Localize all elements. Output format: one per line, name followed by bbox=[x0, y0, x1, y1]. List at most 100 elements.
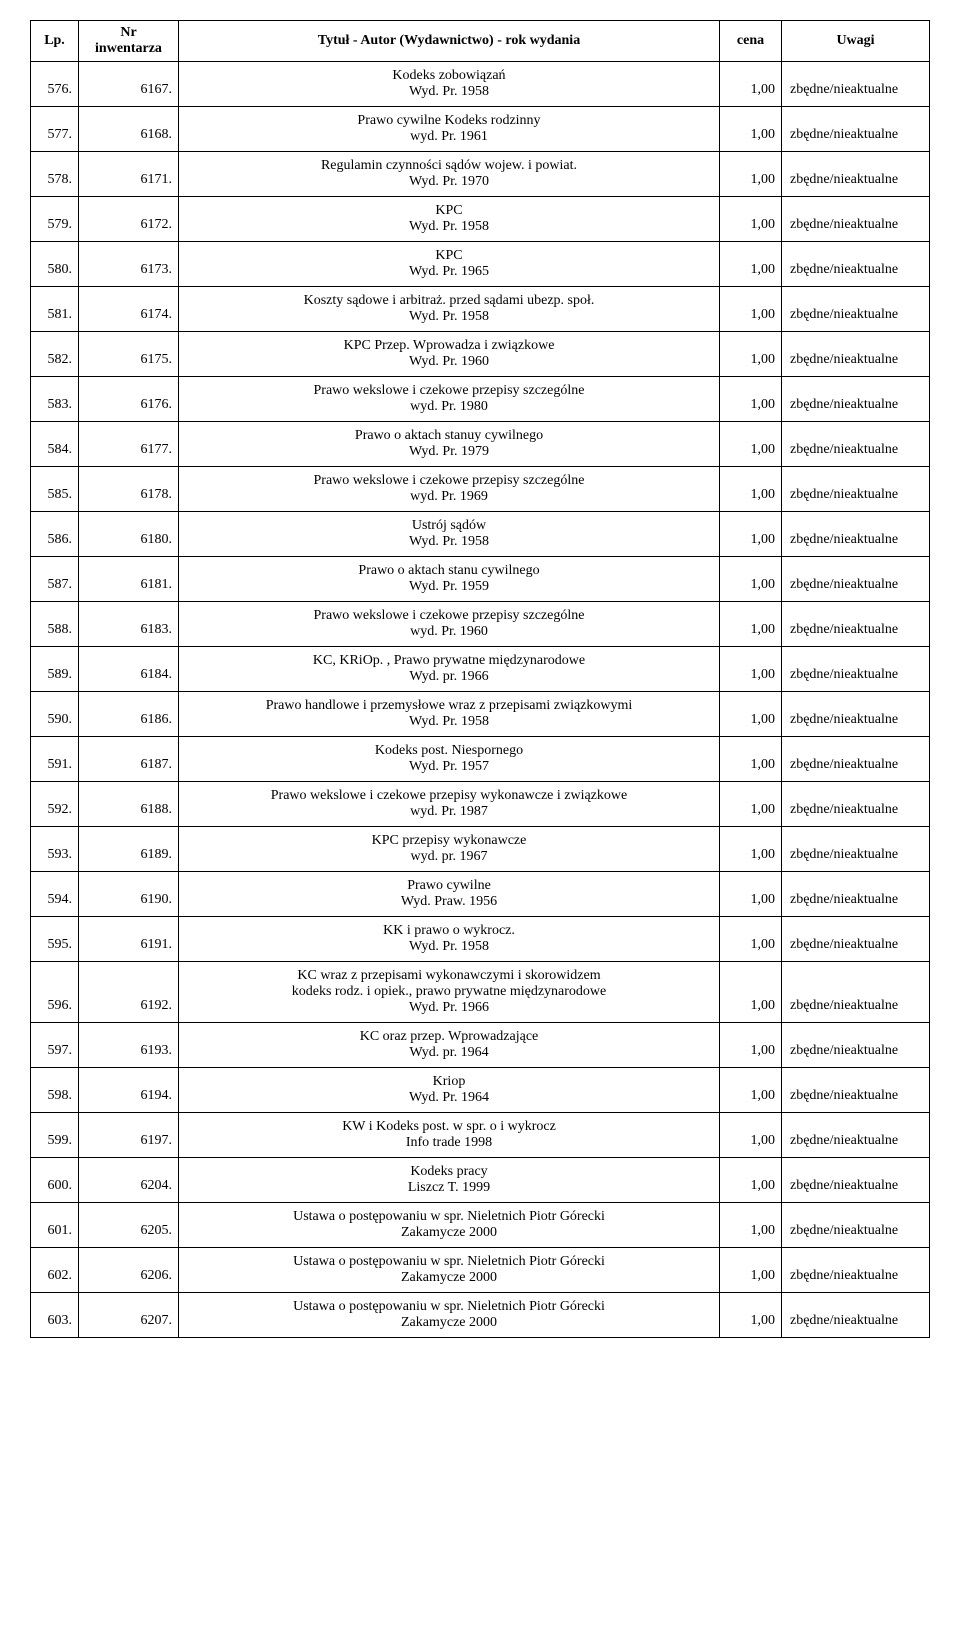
cell-uwagi: zbędne/nieaktualne bbox=[782, 1113, 930, 1158]
cell-cena: 1,00 bbox=[720, 422, 782, 467]
cell-cena: 1,00 bbox=[720, 692, 782, 737]
title-line1: KK i prawo o wykrocz. bbox=[185, 923, 713, 939]
title-line2: Wyd. pr. 1966 bbox=[185, 669, 713, 685]
title-line1: KPC bbox=[185, 203, 713, 219]
cell-title: Prawo cywilne Kodeks rodzinnywyd. Pr. 19… bbox=[179, 107, 720, 152]
cell-lp: 583. bbox=[31, 377, 79, 422]
cell-uwagi: zbędne/nieaktualne bbox=[782, 332, 930, 377]
title-line1: Kriop bbox=[185, 1074, 713, 1090]
title-line2: Wyd. Pr. 1958 bbox=[185, 84, 713, 100]
cell-cena: 1,00 bbox=[720, 1293, 782, 1338]
cell-uwagi: zbędne/nieaktualne bbox=[782, 692, 930, 737]
cell-nr: 6188. bbox=[79, 782, 179, 827]
cell-lp: 580. bbox=[31, 242, 79, 287]
cell-title: KC oraz przep. WprowadzająceWyd. pr. 196… bbox=[179, 1023, 720, 1068]
cell-cena: 1,00 bbox=[720, 962, 782, 1023]
title-line3: Wyd. Pr. 1966 bbox=[185, 1000, 713, 1016]
title-line1: Prawo o aktach stanuy cywilnego bbox=[185, 428, 713, 444]
title-line1: Prawo wekslowe i czekowe przepisy szczeg… bbox=[185, 608, 713, 624]
table-row: 590.6186.Prawo handlowe i przemysłowe wr… bbox=[31, 692, 930, 737]
title-line1: Prawo wekslowe i czekowe przepisy wykona… bbox=[185, 788, 713, 804]
header-title: Tytuł - Autor (Wydawnictwo) - rok wydani… bbox=[179, 21, 720, 62]
cell-title: Ustawa o postępowaniu w spr. Nieletnich … bbox=[179, 1248, 720, 1293]
cell-uwagi: zbędne/nieaktualne bbox=[782, 1248, 930, 1293]
cell-uwagi: zbędne/nieaktualne bbox=[782, 152, 930, 197]
cell-title: Regulamin czynności sądów wojew. i powia… bbox=[179, 152, 720, 197]
title-line1: Ustawa o postępowaniu w spr. Nieletnich … bbox=[185, 1254, 713, 1270]
title-line2: Wyd. Pr. 1958 bbox=[185, 939, 713, 955]
title-line1: Ustawa o postępowaniu w spr. Nieletnich … bbox=[185, 1299, 713, 1315]
inventory-table: Lp. Nr inwentarza Tytuł - Autor (Wydawni… bbox=[30, 20, 930, 1338]
cell-nr: 6177. bbox=[79, 422, 179, 467]
title-line1: Prawo o aktach stanu cywilnego bbox=[185, 563, 713, 579]
table-row: 592.6188.Prawo wekslowe i czekowe przepi… bbox=[31, 782, 930, 827]
cell-title: Prawo wekslowe i czekowe przepisy wykona… bbox=[179, 782, 720, 827]
cell-lp: 578. bbox=[31, 152, 79, 197]
cell-lp: 590. bbox=[31, 692, 79, 737]
cell-uwagi: zbędne/nieaktualne bbox=[782, 917, 930, 962]
table-row: 591.6187.Kodeks post. NiespornegoWyd. Pr… bbox=[31, 737, 930, 782]
title-line2: wyd. Pr. 1969 bbox=[185, 489, 713, 505]
cell-lp: 600. bbox=[31, 1158, 79, 1203]
cell-nr: 6204. bbox=[79, 1158, 179, 1203]
title-line2: Wyd. Pr. 1970 bbox=[185, 174, 713, 190]
document-page: Lp. Nr inwentarza Tytuł - Autor (Wydawni… bbox=[0, 0, 960, 1358]
cell-lp: 595. bbox=[31, 917, 79, 962]
cell-uwagi: zbędne/nieaktualne bbox=[782, 647, 930, 692]
table-row: 582.6175.KPC Przep. Wprowadza i związkow… bbox=[31, 332, 930, 377]
cell-cena: 1,00 bbox=[720, 737, 782, 782]
cell-title: KriopWyd. Pr. 1964 bbox=[179, 1068, 720, 1113]
cell-title: KPC Przep. Wprowadza i związkoweWyd. Pr.… bbox=[179, 332, 720, 377]
title-line1: KC, KRiOp. , Prawo prywatne międzynarodo… bbox=[185, 653, 713, 669]
cell-nr: 6191. bbox=[79, 917, 179, 962]
table-row: 587.6181.Prawo o aktach stanu cywilnegoW… bbox=[31, 557, 930, 602]
cell-lp: 593. bbox=[31, 827, 79, 872]
cell-title: Ustawa o postępowaniu w spr. Nieletnich … bbox=[179, 1293, 720, 1338]
title-line2: Wyd. Praw. 1956 bbox=[185, 894, 713, 910]
header-nr-line1: Nr bbox=[85, 25, 172, 41]
cell-nr: 6206. bbox=[79, 1248, 179, 1293]
cell-lp: 582. bbox=[31, 332, 79, 377]
header-row: Lp. Nr inwentarza Tytuł - Autor (Wydawni… bbox=[31, 21, 930, 62]
title-line1: Prawo cywilne Kodeks rodzinny bbox=[185, 113, 713, 129]
cell-uwagi: zbędne/nieaktualne bbox=[782, 422, 930, 467]
table-header: Lp. Nr inwentarza Tytuł - Autor (Wydawni… bbox=[31, 21, 930, 62]
cell-nr: 6190. bbox=[79, 872, 179, 917]
cell-title: KPC przepisy wykonawczewyd. pr. 1967 bbox=[179, 827, 720, 872]
cell-title: KC wraz z przepisami wykonawczymi i skor… bbox=[179, 962, 720, 1023]
title-line1: KW i Kodeks post. w spr. o i wykrocz bbox=[185, 1119, 713, 1135]
cell-nr: 6193. bbox=[79, 1023, 179, 1068]
title-line1: Ustawa o postępowaniu w spr. Nieletnich … bbox=[185, 1209, 713, 1225]
title-line2: Wyd. Pr. 1958 bbox=[185, 309, 713, 325]
cell-title: KK i prawo o wykrocz.Wyd. Pr. 1958 bbox=[179, 917, 720, 962]
cell-uwagi: zbędne/nieaktualne bbox=[782, 1203, 930, 1248]
title-line2: Liszcz T. 1999 bbox=[185, 1180, 713, 1196]
title-line2: Wyd. Pr. 1958 bbox=[185, 219, 713, 235]
cell-lp: 597. bbox=[31, 1023, 79, 1068]
cell-uwagi: zbędne/nieaktualne bbox=[782, 962, 930, 1023]
table-row: 596.6192.KC wraz z przepisami wykonawczy… bbox=[31, 962, 930, 1023]
cell-uwagi: zbędne/nieaktualne bbox=[782, 602, 930, 647]
cell-cena: 1,00 bbox=[720, 62, 782, 107]
cell-lp: 584. bbox=[31, 422, 79, 467]
table-row: 588.6183.Prawo wekslowe i czekowe przepi… bbox=[31, 602, 930, 647]
cell-uwagi: zbędne/nieaktualne bbox=[782, 242, 930, 287]
cell-uwagi: zbędne/nieaktualne bbox=[782, 1293, 930, 1338]
table-row: 580.6173.KPCWyd. Pr. 19651,00zbędne/niea… bbox=[31, 242, 930, 287]
cell-uwagi: zbędne/nieaktualne bbox=[782, 1023, 930, 1068]
cell-lp: 577. bbox=[31, 107, 79, 152]
title-line2: Zakamycze 2000 bbox=[185, 1225, 713, 1241]
cell-title: Kodeks pracyLiszcz T. 1999 bbox=[179, 1158, 720, 1203]
cell-cena: 1,00 bbox=[720, 1023, 782, 1068]
cell-lp: 581. bbox=[31, 287, 79, 332]
cell-nr: 6205. bbox=[79, 1203, 179, 1248]
table-row: 603.6207.Ustawa o postępowaniu w spr. Ni… bbox=[31, 1293, 930, 1338]
cell-cena: 1,00 bbox=[720, 1158, 782, 1203]
title-line1: Ustrój sądów bbox=[185, 518, 713, 534]
cell-title: Ustrój sądówWyd. Pr. 1958 bbox=[179, 512, 720, 557]
table-row: 597.6193.KC oraz przep. WprowadzająceWyd… bbox=[31, 1023, 930, 1068]
cell-title: Prawo wekslowe i czekowe przepisy szczeg… bbox=[179, 467, 720, 512]
header-uwagi: Uwagi bbox=[782, 21, 930, 62]
cell-cena: 1,00 bbox=[720, 152, 782, 197]
title-line2: Wyd. Pr. 1959 bbox=[185, 579, 713, 595]
